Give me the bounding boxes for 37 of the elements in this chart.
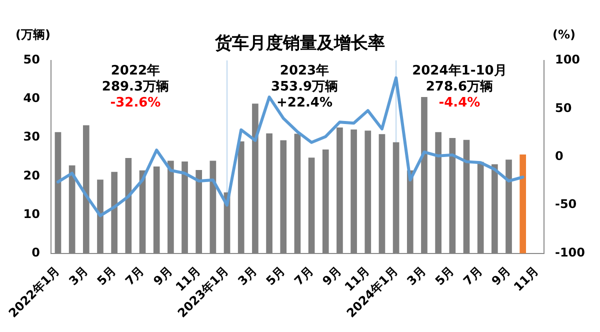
x-tick-label: 11月 <box>511 264 542 294</box>
y-tick-label: 10 <box>23 206 40 221</box>
x-tick-label: 7月 <box>122 264 147 288</box>
y2-tick-label: 0 <box>554 148 564 163</box>
annotation: 289.3万辆 <box>102 79 170 94</box>
annotation: 278.6万辆 <box>426 79 494 94</box>
y-axis-title: (万辆) <box>15 27 50 42</box>
annotation: -4.4% <box>438 95 480 110</box>
annotation: 2023年 <box>280 63 330 78</box>
annotation: 2024年1-10月 <box>412 63 507 78</box>
x-tick-label: 5月 <box>432 264 457 288</box>
x-tick-label: 9月 <box>488 264 514 288</box>
y2-tick-label: -50 <box>554 197 577 212</box>
x-tick-label: 5月 <box>263 264 288 288</box>
y-tick-label: 50 <box>23 52 40 67</box>
annotation: -32.6% <box>110 95 161 110</box>
y-tick-label: 20 <box>23 168 40 182</box>
x-tick-label: 3月 <box>66 264 90 288</box>
y2-tick-label: -100 <box>554 245 585 260</box>
x-tick-label: 3月 <box>404 264 429 288</box>
annotation: +22.4% <box>276 95 332 110</box>
x-tick-label: 5月 <box>94 264 119 288</box>
y2-tick-label: 50 <box>554 100 572 115</box>
x-tick-label: 7月 <box>292 264 316 288</box>
x-tick-label: 9月 <box>150 264 176 288</box>
bar <box>520 154 526 254</box>
y-tick-label: 0 <box>32 245 40 260</box>
y2-axis-title: (%) <box>552 27 576 42</box>
annotation: 2022年 <box>110 63 160 78</box>
y-tick-label: 40 <box>23 91 40 106</box>
y-tick-label: 30 <box>23 130 40 144</box>
y2-tick-label: 100 <box>554 52 580 67</box>
chart-title: 货车月度销量及增长率 <box>214 34 385 54</box>
annotation: 353.9万辆 <box>270 79 338 94</box>
x-tick-label: 3月 <box>235 264 260 288</box>
x-tick-label: 7月 <box>460 264 485 288</box>
x-tick-label: 9月 <box>320 264 344 288</box>
